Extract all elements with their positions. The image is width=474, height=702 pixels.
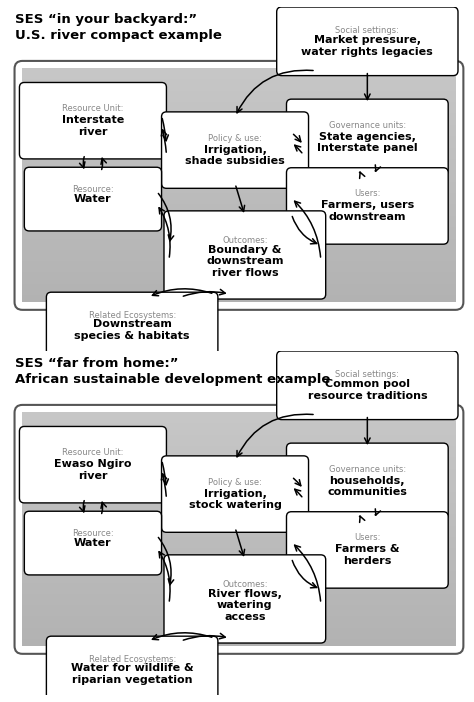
Text: Policy & use:: Policy & use:: [208, 477, 262, 486]
Text: Water: Water: [74, 538, 112, 548]
Text: Policy & use:: Policy & use:: [208, 133, 262, 143]
FancyBboxPatch shape: [24, 167, 162, 231]
Text: SES “in your backyard:”
U.S. river compact example: SES “in your backyard:” U.S. river compa…: [15, 13, 221, 42]
Text: Social settings:: Social settings:: [336, 26, 399, 35]
Text: SES “far from home:”
African sustainable development example: SES “far from home:” African sustainable…: [15, 357, 330, 386]
FancyBboxPatch shape: [277, 7, 458, 76]
FancyBboxPatch shape: [286, 443, 448, 519]
FancyBboxPatch shape: [24, 511, 162, 575]
FancyBboxPatch shape: [46, 636, 218, 702]
Text: Governance units:: Governance units:: [329, 465, 406, 474]
Text: Resource Unit:: Resource Unit:: [62, 104, 124, 113]
Text: Outcomes:: Outcomes:: [222, 237, 268, 245]
FancyBboxPatch shape: [19, 82, 166, 159]
Text: Interstate
river: Interstate river: [62, 115, 124, 137]
FancyBboxPatch shape: [277, 351, 458, 420]
Text: State agencies,
Interstate panel: State agencies, Interstate panel: [317, 132, 418, 154]
Text: Social settings:: Social settings:: [336, 370, 399, 379]
Text: Irrigation,
stock watering: Irrigation, stock watering: [189, 489, 282, 510]
FancyBboxPatch shape: [286, 99, 448, 176]
Text: Downstream
species & habitats: Downstream species & habitats: [74, 319, 190, 341]
Text: Farmers &
herders: Farmers & herders: [335, 545, 400, 566]
Text: Governance units:: Governance units:: [329, 121, 406, 130]
FancyBboxPatch shape: [286, 512, 448, 588]
Text: Water: Water: [74, 194, 112, 204]
Text: Users:: Users:: [354, 534, 381, 543]
Text: Common pool
resource traditions: Common pool resource traditions: [308, 379, 427, 401]
Text: Irrigation,
shade subsidies: Irrigation, shade subsidies: [185, 145, 285, 166]
FancyBboxPatch shape: [19, 426, 166, 503]
FancyBboxPatch shape: [164, 555, 326, 643]
FancyBboxPatch shape: [162, 112, 309, 188]
Text: Market pressure,
water rights legacies: Market pressure, water rights legacies: [301, 35, 433, 57]
Text: Ewaso Ngiro
river: Ewaso Ngiro river: [54, 459, 132, 481]
Text: Resource:: Resource:: [72, 529, 114, 538]
Text: Resource Unit:: Resource Unit:: [62, 448, 124, 457]
Text: Resource:: Resource:: [72, 185, 114, 194]
Text: Water for wildlife &
riparian vegetation: Water for wildlife & riparian vegetation: [71, 663, 193, 685]
FancyBboxPatch shape: [164, 211, 326, 299]
Text: Users:: Users:: [354, 190, 381, 199]
Text: Farmers, users
downstream: Farmers, users downstream: [321, 201, 414, 222]
Text: households,
communities: households, communities: [328, 476, 407, 498]
Text: Related Ecosystems:: Related Ecosystems:: [89, 311, 176, 320]
Text: Related Ecosystems:: Related Ecosystems:: [89, 655, 176, 664]
FancyBboxPatch shape: [286, 168, 448, 244]
FancyBboxPatch shape: [46, 292, 218, 359]
Text: Outcomes:: Outcomes:: [222, 581, 268, 589]
Text: Boundary &
downstream
river flows: Boundary & downstream river flows: [206, 244, 283, 278]
FancyBboxPatch shape: [162, 456, 309, 532]
Text: River flows,
watering
access: River flows, watering access: [208, 588, 282, 622]
